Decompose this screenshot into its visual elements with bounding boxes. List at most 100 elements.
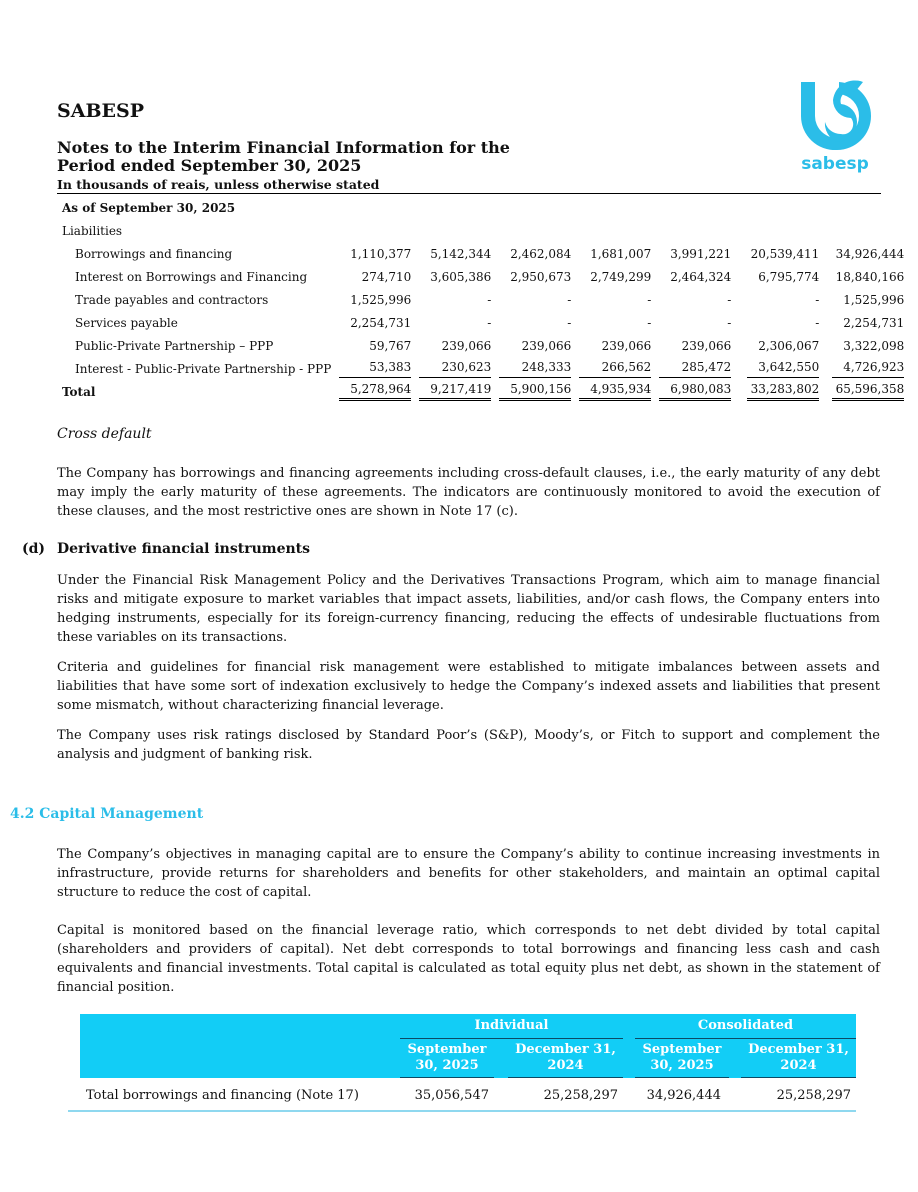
- table-row: Services payable 2,254,731 - - - - - 2,254,731: [57, 311, 904, 334]
- value-cell: 239,066: [441, 338, 492, 353]
- value-cell: 230,623: [419, 360, 492, 378]
- value-cell: 2,950,673: [510, 269, 572, 284]
- table-row: Trade payables and contractors 1,525,996 -…: [57, 288, 904, 311]
- capital-management-heading: 4.2 Capital Management: [10, 806, 204, 822]
- col-sep-2025-consolidated: September 30, 2025: [642, 1042, 722, 1073]
- capital-paragraph: Capital is monitored based on the financ…: [57, 923, 880, 995]
- value-cell: -: [567, 292, 572, 307]
- table-row: Interest - Public-Private Partnership - …: [57, 357, 905, 380]
- col-dec-2024-individual: December 31, 2024: [515, 1042, 616, 1073]
- row-label: Public-Private Partnership – PPP: [75, 338, 274, 353]
- value-cell: 239,066: [601, 338, 652, 353]
- company-name: SABESP: [57, 100, 145, 122]
- table-row: Interest on Borrowings and Financing 274,…: [57, 265, 904, 288]
- row-label: Services payable: [75, 315, 178, 330]
- derivatives-paragraph: Under the Financial Risk Management Poli…: [57, 573, 880, 645]
- derivatives-paragraph: Criteria and guidelines for financial ri…: [57, 660, 880, 713]
- capital-table: Individual Consolidated September 30, 20…: [68, 1014, 856, 1112]
- units-subtitle: In thousands of reais, unless otherwise …: [57, 177, 380, 192]
- value-cell: 3,322,098: [843, 338, 905, 353]
- group-consolidated: Consolidated: [697, 1018, 794, 1033]
- value-cell: 2,464,324: [670, 269, 732, 284]
- value-cell: 239,066: [521, 338, 572, 353]
- liabilities-maturity-table: As of September 30, 2025 Liabilities Bor…: [57, 196, 905, 403]
- value-cell: 2,749,299: [590, 269, 652, 284]
- value-cell: -: [567, 315, 572, 330]
- sabesp-logo: sabesp: [795, 78, 875, 178]
- value: 25,258,297: [543, 1088, 618, 1103]
- row-label: Trade payables and contractors: [75, 292, 269, 307]
- value-cell: 1,525,996: [350, 292, 412, 307]
- value-cell: 5,278,964: [339, 382, 412, 401]
- value-cell: 2,462,084: [510, 246, 572, 261]
- value-cell: 6,795,774: [758, 269, 820, 284]
- value: 34,926,444: [646, 1088, 721, 1103]
- value-cell: 285,472: [659, 360, 732, 378]
- capital-table-header: Individual Consolidated September 30, 20…: [80, 1014, 856, 1078]
- section-marker: (d): [22, 541, 46, 557]
- value-cell: 248,333: [499, 360, 572, 378]
- value-cell: 5,900,156: [499, 382, 572, 401]
- value-cell: 65,596,358: [832, 382, 905, 401]
- value-cell: -: [727, 315, 732, 330]
- value-cell: 5,142,344: [430, 246, 492, 261]
- row-label: Interest on Borrowings and Financing: [75, 269, 308, 284]
- value-cell: 1,110,377: [350, 246, 412, 261]
- value-cell: -: [487, 315, 492, 330]
- value-cell: 9,217,419: [419, 382, 492, 401]
- row-label: Interest - Public-Private Partnership - …: [75, 361, 332, 376]
- value-cell: -: [727, 292, 732, 307]
- value-cell: -: [647, 292, 652, 307]
- derivatives-heading: Derivative financial instruments: [57, 541, 311, 557]
- value-cell: 59,767: [369, 338, 412, 353]
- cross-default-text: The Company has borrowings and financing…: [57, 466, 880, 519]
- col-sep-2025-individual: September 30, 2025: [407, 1042, 487, 1073]
- value-cell: 18,840,166: [835, 269, 905, 284]
- document-title: Notes to the Interim Financial Informati…: [57, 139, 510, 175]
- as-of-label: As of September 30, 2025: [62, 200, 236, 215]
- logo-text: sabesp: [801, 154, 869, 174]
- derivatives-paragraph: The Company uses risk ratings disclosed …: [57, 728, 880, 762]
- value-cell: 2,254,731: [350, 315, 412, 330]
- value-cell: 2,306,067: [758, 338, 820, 353]
- value-cell: 274,710: [361, 269, 412, 284]
- value-cell: 266,562: [579, 360, 652, 378]
- value-cell: -: [815, 315, 820, 330]
- value-cell: 1,525,996: [843, 292, 905, 307]
- header-divider: [57, 193, 881, 194]
- cross-default-heading: Cross default: [57, 426, 152, 442]
- value: 35,056,547: [414, 1088, 489, 1103]
- total-row: Total 5,278,964 9,217,419 5,900,156 4,935,93…: [57, 380, 905, 403]
- value: 25,258,297: [776, 1088, 851, 1103]
- row-label: Total borrowings and financing (Note 17): [86, 1088, 359, 1103]
- col-dec-2024-consolidated: December 31, 2024: [748, 1042, 849, 1073]
- value-cell: 3,605,386: [430, 269, 492, 284]
- title-line-1: Notes to the Interim Financial Informati…: [57, 138, 510, 157]
- table-row: Public-Private Partnership – PPP 59,767 23…: [57, 334, 904, 357]
- value-cell: 239,066: [681, 338, 732, 353]
- value-cell: 34,926,444: [835, 246, 905, 261]
- value-cell: 6,980,083: [659, 382, 732, 401]
- value-cell: 3,991,221: [670, 246, 732, 261]
- value-cell: -: [815, 292, 820, 307]
- value-cell: 53,383: [339, 360, 412, 378]
- value-cell: -: [487, 292, 492, 307]
- section-label: Liabilities: [62, 223, 123, 238]
- table-row: Total borrowings and financing (Note 17)…: [80, 1078, 856, 1112]
- group-individual: Individual: [474, 1018, 549, 1033]
- row-label: Borrowings and financing: [75, 246, 233, 261]
- value-cell: -: [647, 315, 652, 330]
- value-cell: 2,254,731: [843, 315, 905, 330]
- table-row: Borrowings and financing 1,110,377 5,142,3…: [57, 242, 904, 265]
- value-cell: 3,642,550: [747, 360, 820, 378]
- row-label: Total: [62, 384, 96, 399]
- value-cell: 20,539,411: [750, 246, 820, 261]
- value-cell: 4,935,934: [579, 382, 652, 401]
- table-bottom-rule: [68, 1110, 856, 1112]
- title-line-2: Period ended September 30, 2025: [57, 156, 362, 175]
- capital-paragraph: The Company’s objectives in managing cap…: [57, 847, 880, 900]
- sabesp-logo-icon: sabesp: [800, 80, 872, 174]
- value-cell: 33,283,802: [747, 382, 820, 401]
- value-cell: 1,681,007: [590, 246, 652, 261]
- value-cell: 4,726,923: [832, 360, 905, 378]
